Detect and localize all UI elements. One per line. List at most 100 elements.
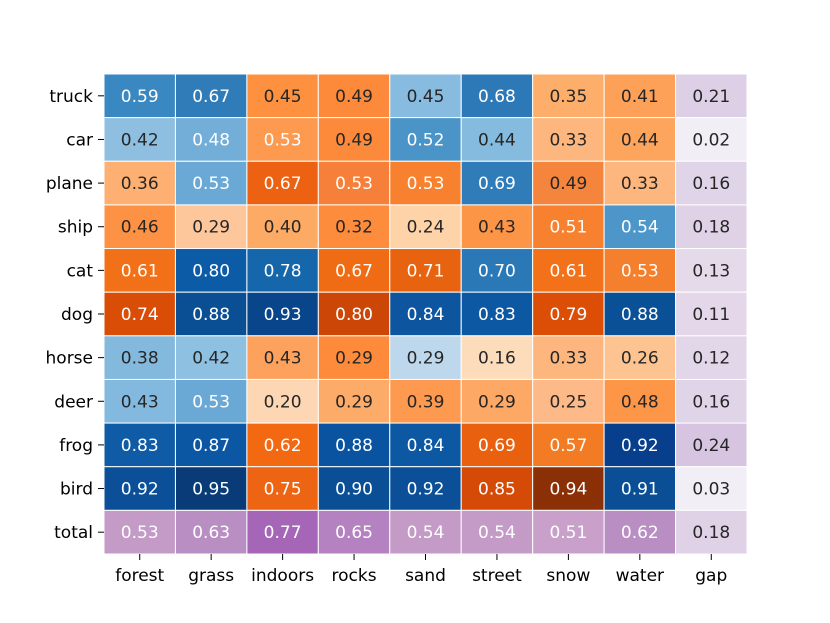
cell-value-label: 0.51 [549,218,587,238]
heatmap-cell [675,160,748,206]
cell-value-label: 0.41 [621,87,659,107]
cell-value-label: 0.77 [264,523,302,543]
cell-value-label: 0.16 [692,392,730,412]
cell-value-label: 0.43 [478,218,516,238]
heatmap-cell [103,117,176,162]
heatmap-cell [675,509,748,555]
heatmap-cell [174,422,248,468]
cell-value-label: 0.54 [407,523,445,543]
x-tick-label: sand [405,566,446,586]
heatmap-cell [103,422,176,468]
cell-value-label: 0.03 [692,480,730,500]
cell-value-label: 0.26 [621,349,659,369]
cell-value-label: 0.16 [478,349,516,369]
cell-value-label: 0.29 [335,392,373,412]
y-tick-label: ship [58,218,93,238]
cell-value-label: 0.51 [549,523,587,543]
x-tick-label: street [472,566,522,586]
row-labels: truck car plane ship cat dog horse deer frog bird… [46,87,104,543]
y-tick-label: truck [49,87,93,107]
cell-value-label: 0.13 [692,261,730,281]
x-tick-label: forest [115,566,164,586]
heatmap-cell [246,248,319,293]
cell-value-label: 0.69 [478,174,516,194]
heatmap-cell [675,117,748,162]
y-tick-label: bird [60,480,93,500]
heatmap-cell [103,509,176,555]
cell-value-label: 0.92 [407,480,445,500]
x-tick-label: rocks [332,566,377,586]
cell-value-label: 0.74 [121,305,159,325]
cell-value-label: 0.53 [192,392,230,412]
cell-value-label: 0.62 [264,436,302,456]
cell-value-label: 0.84 [407,305,445,325]
cell-value-label: 0.29 [478,392,516,412]
cell-value-label: 0.59 [121,87,159,107]
heatmap-cell [246,422,319,468]
heatmap-cell [389,378,462,424]
heatmap-cell [389,422,462,468]
cell-value-label: 0.53 [407,174,445,194]
heatmap-cell [460,291,534,337]
cell-value-label: 0.67 [192,87,230,107]
cell-value-label: 0.70 [478,261,516,281]
heatmap-cell [246,160,319,206]
cell-value-label: 0.83 [121,436,159,456]
y-tick-label: plane [46,174,93,194]
cell-value-label: 0.54 [621,218,659,238]
heatmap-cell [389,117,462,162]
cell-value-label: 0.79 [549,305,587,325]
cell-value-label: 0.45 [264,87,302,107]
cell-value-label: 0.62 [621,523,659,543]
cell-value-label: 0.93 [264,305,302,325]
heatmap-cell [603,291,677,337]
cell-value-label: 0.80 [335,305,373,325]
heatmap-cell [103,73,176,119]
cell-value-label: 0.46 [121,218,159,238]
cell-value-label: 0.49 [335,87,373,107]
cell-value-label: 0.36 [121,174,159,194]
heatmap-cell [174,291,248,337]
heatmap-cell [675,466,748,511]
heatmap-cell [317,422,391,468]
cell-value-label: 0.44 [621,130,659,150]
heatmap-cell [103,204,176,250]
heatmap-cell [389,291,462,337]
cell-value-label: 0.88 [192,305,230,325]
column-labels: forest grass indoors rocks sand street snow wat… [115,554,727,586]
cell-value-label: 0.61 [121,261,159,281]
heatmap-cell [675,378,748,424]
cell-value-label: 0.57 [549,436,587,456]
heatmap-cell [103,248,176,293]
heatmap-cell [532,466,605,511]
heatmap-cell [603,117,677,162]
heatmap-cell [460,509,534,555]
cell-value-label: 0.44 [478,130,516,150]
cell-value-label: 0.29 [192,218,230,238]
cell-value-label: 0.78 [264,261,302,281]
heatmap-cell [460,73,534,119]
cell-value-label: 0.40 [264,218,302,238]
cell-value-label: 0.71 [407,261,445,281]
heatmap-cell [603,466,677,511]
heatmap-cell [317,378,391,424]
heatmap-cell [532,248,605,293]
heatmap-cell [103,378,176,424]
cell-value-label: 0.33 [549,349,587,369]
heatmap-cell [460,422,534,468]
cell-value-label: 0.91 [621,480,659,500]
heatmap-cell [603,73,677,119]
cell-value-label: 0.35 [549,87,587,107]
y-tick-label: cat [67,261,94,281]
cell-value-label: 0.29 [335,349,373,369]
heatmap-cell [103,291,176,337]
heatmap-cell [532,335,605,380]
heatmap-cell [460,466,534,511]
heatmap-cell [317,291,391,337]
cell-value-label: 0.75 [264,480,302,500]
heatmap-cell [103,466,176,511]
heatmap-cell [389,335,462,380]
cell-value-label: 0.68 [478,87,516,107]
heatmap-cell [174,335,248,380]
heatmap-cell [174,73,248,119]
